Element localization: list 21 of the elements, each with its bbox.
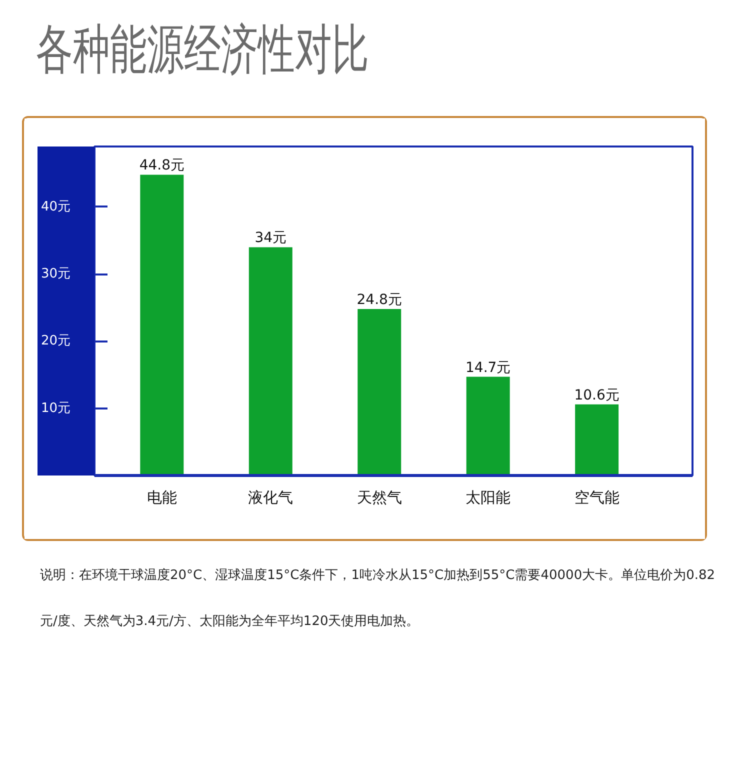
x-tick-label: 电能: [146, 488, 177, 506]
chart-title: 各种能源经济性对比: [36, 17, 369, 83]
y-tick-label: 40元: [40, 199, 71, 214]
data-label: 34元: [254, 230, 287, 246]
x-tick-label: 空气能: [574, 488, 620, 506]
y-tick-label: 20元: [40, 334, 71, 349]
data-label: 24.8元: [356, 292, 402, 308]
y-tick-label: 30元: [40, 266, 71, 282]
bar: [466, 376, 510, 476]
bar: [358, 308, 402, 476]
x-tick-label: 太阳能: [466, 488, 511, 506]
bar: [140, 174, 184, 476]
y-tick-label: 10元: [40, 400, 71, 416]
text: 说明：在环境干球温度20°C、湿球温度15°C条件下，1吨冷水从15°C加热到55°C需要40000大卡。单位电价为0.82元/度、天然气为3.4元/方、太阳能为全年平均120天使用电加热。: [40, 568, 716, 629]
data-label: 44.8元: [139, 158, 184, 174]
data-label: 10.6元: [574, 387, 620, 404]
x-tick-label: 天然气: [356, 488, 402, 506]
data-label: 14.7元: [466, 360, 511, 376]
x-tick-label: 液化气: [248, 488, 294, 506]
bar: [575, 404, 619, 476]
bar: [248, 247, 292, 476]
